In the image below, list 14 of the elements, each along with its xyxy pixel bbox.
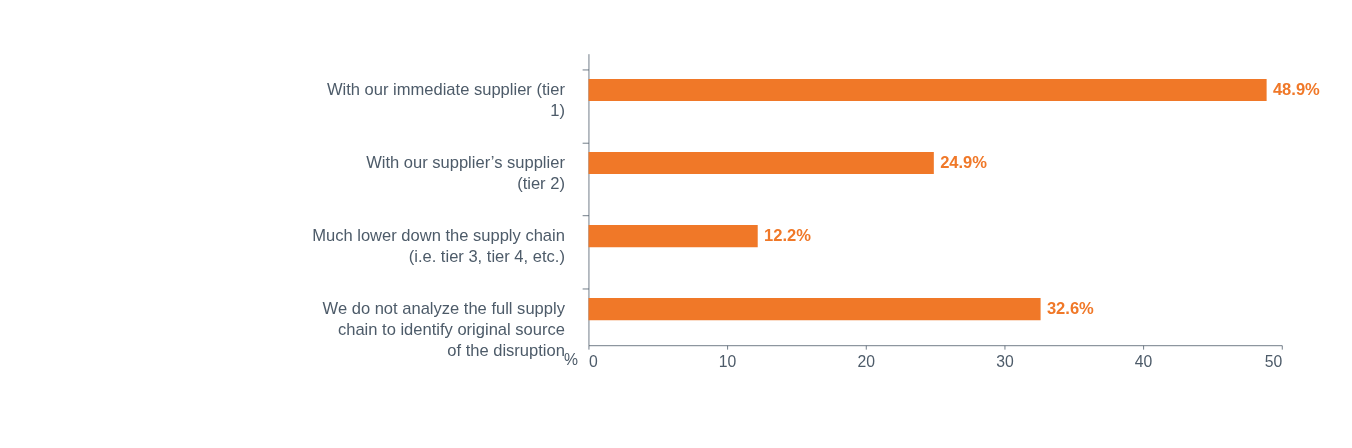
x-tick-label: 0 bbox=[588, 352, 598, 370]
y-tick-label: With our supplier’s supplier (tier 2) bbox=[366, 152, 566, 194]
x-tick-label: 30 bbox=[996, 352, 1014, 370]
data-label: 48.9% bbox=[1272, 79, 1321, 99]
y-tick-label: With our immediate supplier (tier 1) bbox=[326, 79, 566, 120]
x-axis-title: % bbox=[563, 350, 578, 368]
data-label: 12.2% bbox=[764, 225, 812, 245]
x-tick-label: 20 bbox=[857, 352, 876, 370]
x-tick-label: 40 bbox=[1134, 352, 1153, 370]
x-tick-label: 50 bbox=[1264, 352, 1283, 370]
data-label: 24.9% bbox=[940, 152, 988, 172]
data-label: 32.6% bbox=[1046, 298, 1095, 318]
y-tick-label: Much lower down the supply chain (i.e. tier 3, tier 4, etc.) bbox=[312, 225, 565, 267]
x-tick-label: 10 bbox=[718, 352, 737, 370]
